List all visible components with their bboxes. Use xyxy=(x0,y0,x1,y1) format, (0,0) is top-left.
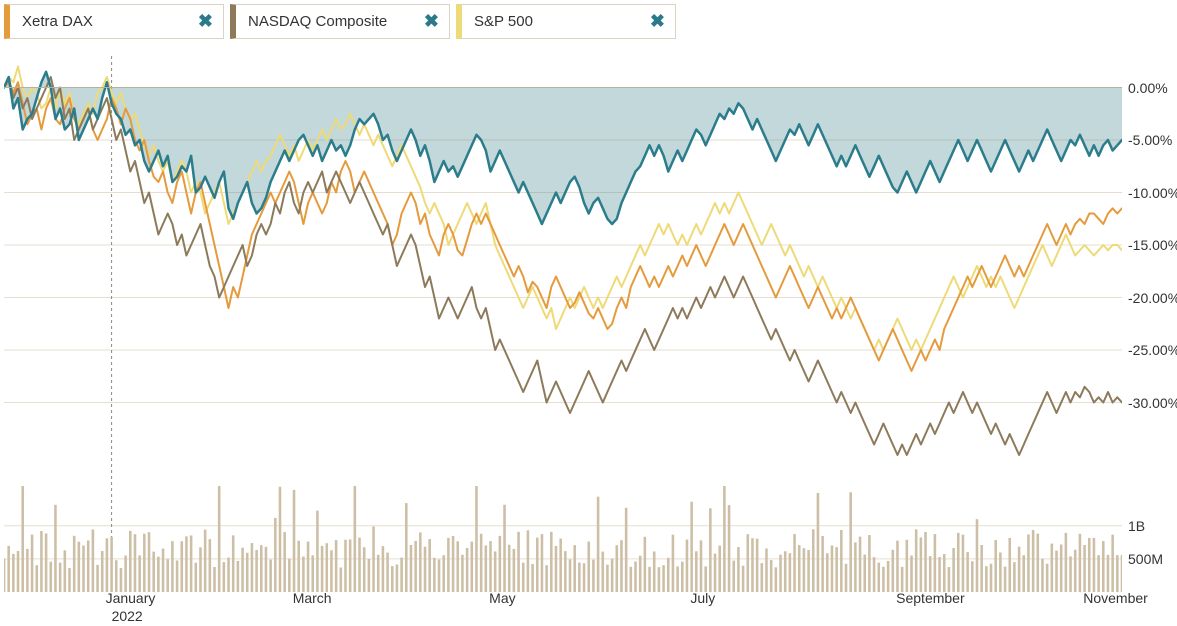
close-icon[interactable]: ✖ xyxy=(186,11,213,32)
chart-area[interactable] xyxy=(4,56,1122,592)
x-tick-label: July xyxy=(690,590,715,606)
y-tick-label: -15.00% xyxy=(1128,237,1177,253)
legend-chip-label: Xetra DAX xyxy=(22,13,93,30)
y-tick-label: -25.00% xyxy=(1128,342,1177,358)
close-icon[interactable]: ✖ xyxy=(638,11,665,32)
vol-y-tick-label: 1B xyxy=(1128,518,1145,534)
y-tick-label: -5.00% xyxy=(1128,132,1172,148)
x-tick-label: November xyxy=(1083,590,1148,606)
y-tick-label: -30.00% xyxy=(1128,395,1177,411)
y-tick-label: -10.00% xyxy=(1128,185,1177,201)
legend-chip-label: S&P 500 xyxy=(474,13,533,30)
price-volume-chart xyxy=(4,56,1122,592)
y-tick-label: 0.00% xyxy=(1128,80,1168,96)
legend-chip-sp500[interactable]: S&P 500 ✖ xyxy=(456,4,676,39)
y-tick-label: -20.00% xyxy=(1128,290,1177,306)
x-tick-label: January xyxy=(106,590,156,606)
legend-chip-xetra-dax[interactable]: Xetra DAX ✖ xyxy=(4,4,224,39)
x-tick-label: May xyxy=(489,590,515,606)
x-tick-label: September xyxy=(896,590,964,606)
close-icon[interactable]: ✖ xyxy=(412,11,439,32)
legend-chip-nasdaq-composite[interactable]: NASDAQ Composite ✖ xyxy=(230,4,450,39)
x-tick-label: March xyxy=(293,590,332,606)
vol-y-tick-label: 500M xyxy=(1128,551,1163,567)
legend-row: Xetra DAX ✖ NASDAQ Composite ✖ S&P 500 ✖ xyxy=(4,4,676,39)
x-tick-sublabel: 2022 xyxy=(112,608,143,624)
legend-chip-label: NASDAQ Composite xyxy=(248,13,387,30)
